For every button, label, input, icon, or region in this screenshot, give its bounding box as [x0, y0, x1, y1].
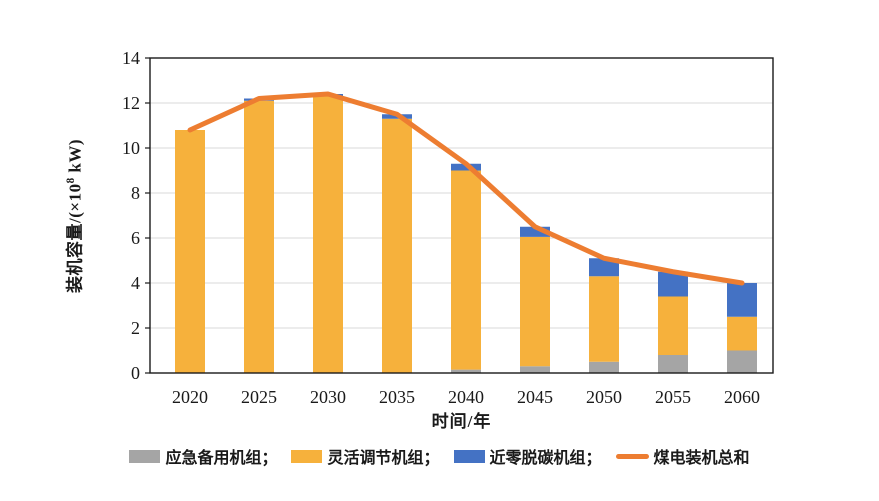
legend-swatch-orange-line-icon: [615, 453, 649, 459]
y-axis-title-text: 装机容量/(×10: [65, 183, 85, 293]
bar-segment-flexible-regulation: [520, 236, 550, 367]
bar-segment-emergency-backup: [658, 355, 688, 373]
bar-segment-emergency-backup: [589, 361, 619, 373]
bar-segment-flexible-regulation: [589, 276, 619, 362]
legend-label: 煤电装机总和: [653, 450, 750, 467]
x-tick-label: 2040: [448, 387, 484, 407]
bar-segment-emergency-backup: [520, 366, 550, 373]
x-axis-title: 时间/年: [431, 412, 492, 431]
y-axis-title-unit: kW): [65, 139, 85, 178]
bar-segment-flexible-regulation: [451, 170, 481, 370]
legend-label: 应急备用机组；: [165, 450, 278, 467]
bar-segment-emergency-backup: [727, 350, 757, 373]
bar-segment-near-zero-decarb: [520, 226, 550, 237]
y-tick-label: 8: [131, 183, 140, 203]
x-tick-label: 2020: [172, 387, 208, 407]
legend-item-emergency-backup: 应急备用机组；: [129, 444, 277, 468]
y-tick-label: 14: [122, 48, 140, 68]
x-tick-label: 2055: [655, 387, 691, 407]
x-tick-label: 2030: [310, 387, 346, 407]
bar-segment-flexible-regulation: [658, 296, 688, 355]
legend-item-near-zero-decarb: 近零脱碳机组；: [453, 444, 602, 468]
bar-segment-emergency-backup: [451, 369, 481, 373]
bar-segment-flexible-regulation: [175, 130, 205, 373]
y-tick-label: 2: [131, 318, 140, 338]
bar-segment-flexible-regulation: [382, 118, 412, 373]
legend-label: 近零脱碳机组；: [489, 450, 602, 467]
y-tick-label: 10: [122, 138, 140, 158]
bar-segment-near-zero-decarb: [589, 258, 619, 277]
y-tick-label: 4: [131, 273, 140, 293]
legend-swatch-gray-box-icon: [129, 449, 161, 463]
bar-segment-near-zero-decarb: [727, 283, 757, 317]
legend: 应急备用机组； 灵活调节机组； 近零脱碳机组； 煤电装机总和: [0, 444, 879, 468]
y-axis-title-superscript: 8: [64, 177, 77, 184]
legend-item-flexible-regulation: 灵活调节机组；: [291, 444, 440, 468]
stacked-bar-line-chart: 0 2 4 6 8 10 12 14 2020 2025 2030 2035 2040 2045 2050 2…: [122, 48, 774, 407]
x-tick-label: 2060: [724, 387, 760, 407]
bar-segment-flexible-regulation: [244, 100, 274, 373]
x-tick-label: 2035: [379, 387, 415, 407]
legend-item-coal-total: 煤电装机总和: [615, 444, 750, 468]
bar-segment-flexible-regulation: [313, 96, 343, 373]
legend-label: 灵活调节机组；: [327, 450, 440, 467]
y-axis-title: 装机容量/(×108 kW): [61, 139, 86, 293]
legend-swatch-blue-box-icon: [453, 449, 485, 463]
legend-swatch-yellow-box-icon: [291, 449, 323, 463]
y-tick-label: 12: [122, 93, 140, 113]
y-tick-label: 6: [131, 228, 140, 248]
y-tick-label: 0: [131, 363, 140, 383]
x-tick-label: 2025: [241, 387, 277, 407]
plot-frame: [149, 57, 774, 374]
bar-segment-flexible-regulation: [727, 316, 757, 351]
x-tick-label: 2045: [517, 387, 553, 407]
x-tick-label: 2050: [586, 387, 622, 407]
total-line: [187, 91, 745, 286]
